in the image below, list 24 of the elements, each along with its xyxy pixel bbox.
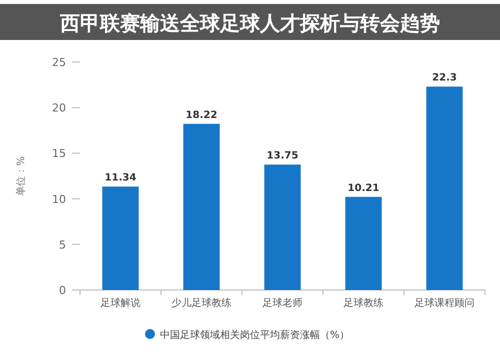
bar (102, 186, 139, 290)
text: 10.21 (348, 182, 380, 194)
y-axis-title: 单位：% (15, 156, 27, 196)
text: 13.75 (266, 150, 298, 162)
y-tick-label: 0 (59, 284, 66, 297)
y-tick-label: 25 (52, 56, 66, 69)
y-tick-label: 15 (52, 147, 66, 160)
y-tick-label: 10 (52, 192, 66, 206)
x-tick-label: 少儿足球教练 (172, 297, 232, 309)
y-tick-label: 5 (59, 238, 66, 252)
legend: 中国足球领域相关岗位平均薪资涨幅（%） (145, 329, 350, 341)
text: 11.34 (104, 172, 136, 184)
x-tick-label: 足球课程顾问 (414, 297, 474, 309)
bar (264, 164, 301, 290)
bar (345, 196, 382, 290)
text: 18.22 (186, 110, 218, 121)
x-tick-label: 足球老师 (262, 297, 302, 309)
bar (183, 124, 220, 290)
chart-title: 西甲联赛输送全球足球人才探析与转会趋势 (59, 11, 440, 35)
y-tick-label: 20 (52, 102, 66, 115)
bar (426, 86, 463, 290)
x-tick-label: 足球解说 (100, 297, 140, 309)
x-tick-label: 足球教练 (344, 297, 384, 309)
text: 22.3 (432, 72, 457, 84)
